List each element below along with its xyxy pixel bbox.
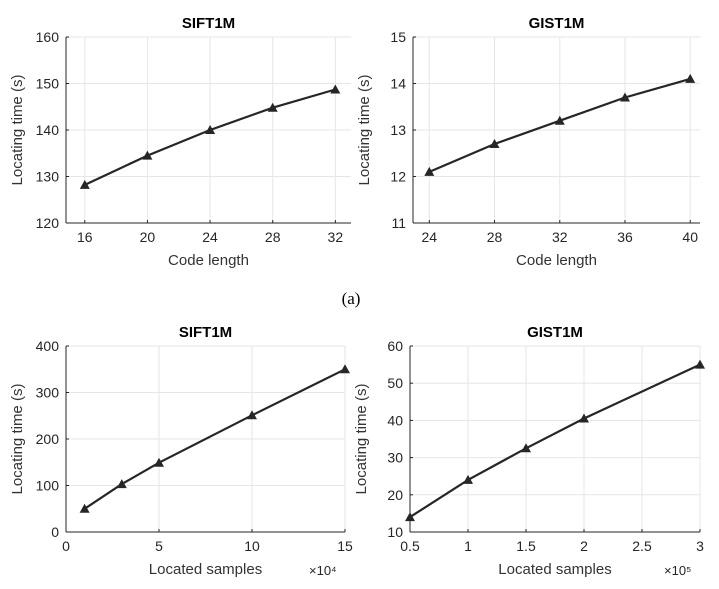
- x-exponent-label: ×10⁴: [309, 563, 337, 578]
- y-tick-label: 300: [36, 385, 60, 401]
- data-point-triangle: [116, 479, 127, 489]
- y-tick-label: 140: [36, 122, 60, 138]
- x-tick-label: 1.5: [516, 538, 536, 554]
- data-point-triangle: [685, 73, 696, 83]
- data-point-triangle: [205, 125, 216, 134]
- y-axis-label: Locating time (s): [353, 384, 370, 495]
- y-tick-label: 400: [36, 338, 60, 354]
- y-tick-label: 160: [36, 29, 60, 45]
- x-tick-label: 2: [580, 538, 588, 554]
- x-tick-label: 20: [140, 229, 156, 245]
- y-tick-label: 30: [387, 450, 403, 466]
- data-point-triangle: [521, 443, 531, 453]
- y-tick-label: 12: [390, 169, 406, 185]
- x-tick-label: 28: [487, 229, 503, 245]
- chart-title: SIFT1M: [179, 324, 232, 341]
- x-tick-label: 24: [202, 229, 218, 245]
- plot-gist1m-located-samples: 0.5 1 1.5 2 2.5 3 10 20 30 40 50 60 ×10⁵ GIST1M Locate…: [353, 324, 705, 578]
- y-tick-label: 60: [387, 338, 403, 354]
- data-point-triangle: [695, 359, 705, 369]
- data-point-triangle: [154, 457, 164, 467]
- y-tick-label: 20: [387, 487, 403, 503]
- plot-sift1m-located-samples: 0 5 10 15 0 100 200 300 400 ×10⁴ SIFT1M Located sam…: [9, 324, 353, 578]
- data-point-triangle: [247, 410, 257, 420]
- data-point-triangle: [554, 115, 565, 125]
- chart-title: GIST1M: [529, 15, 585, 32]
- y-tick-label: 14: [390, 76, 406, 92]
- y-tick-label: 120: [36, 215, 60, 231]
- chart-title: SIFT1M: [182, 15, 235, 32]
- x-tick-label: 16: [77, 229, 93, 245]
- y-axis-label: Locating time (s): [9, 75, 26, 186]
- y-tick-label: 50: [387, 375, 403, 391]
- x-tick-label: 1: [464, 538, 472, 554]
- data-point-triangle: [405, 512, 415, 522]
- data-point-triangle: [463, 474, 473, 484]
- data-point-triangle: [330, 84, 341, 94]
- y-tick-label: 100: [36, 478, 60, 494]
- data-point-triangle: [79, 179, 90, 189]
- data-point-triangle: [620, 92, 630, 102]
- data-point-triangle: [267, 102, 278, 112]
- y-tick-label: 150: [36, 76, 60, 92]
- x-tick-label: 28: [265, 229, 281, 245]
- y-tick-label: 130: [36, 169, 60, 185]
- x-tick-label: 36: [617, 229, 633, 245]
- x-tick-label: 24: [422, 229, 438, 245]
- y-tick-label: 15: [390, 29, 406, 45]
- x-tick-label: 5: [155, 538, 163, 554]
- data-point-triangle: [424, 166, 435, 176]
- y-tick-label: 200: [36, 431, 60, 447]
- x-tick-label: 32: [328, 229, 344, 245]
- y-axis-label: Locating time (s): [356, 75, 373, 186]
- y-tick-label: 11: [391, 215, 406, 231]
- x-tick-label: 3: [696, 538, 704, 554]
- plot-sift1m-code-length: 16 20 24 28 32 120 130 140 150 160 SIFT1M Code leng…: [9, 15, 351, 269]
- plot-area: [410, 346, 700, 532]
- chart-title: GIST1M: [527, 324, 583, 341]
- data-point-triangle: [340, 364, 350, 374]
- x-tick-label: 32: [552, 229, 568, 245]
- plot-gist1m-code-length: 24 28 32 36 40 11 12 13 14 15 GIST1M Code length Loc…: [356, 15, 700, 269]
- data-point-triangle: [489, 139, 500, 148]
- x-tick-label: 40: [682, 229, 698, 245]
- y-tick-label: 13: [390, 122, 406, 138]
- x-tick-label: 2.5: [632, 538, 652, 554]
- x-tick-label: 15: [337, 538, 353, 554]
- x-axis-label: Code length: [516, 252, 597, 269]
- x-tick-label: 10: [244, 538, 260, 554]
- x-axis-label: Located samples: [149, 561, 262, 578]
- y-axis-label: Locating time (s): [9, 384, 26, 495]
- data-point-triangle: [142, 150, 153, 160]
- y-tick-label: 10: [387, 524, 403, 540]
- x-exponent-label: ×10⁵: [664, 563, 691, 578]
- x-axis-label: Located samples: [498, 561, 611, 578]
- data-point-triangle: [579, 413, 589, 423]
- data-point-triangle: [79, 503, 90, 513]
- y-tick-label: 0: [51, 524, 59, 540]
- figure-caption-a: (a): [342, 289, 361, 308]
- x-axis-label: Code length: [168, 252, 249, 269]
- y-tick-label: 40: [387, 412, 403, 428]
- x-tick-label: 0.5: [400, 538, 420, 554]
- x-tick-label: 0: [62, 538, 70, 554]
